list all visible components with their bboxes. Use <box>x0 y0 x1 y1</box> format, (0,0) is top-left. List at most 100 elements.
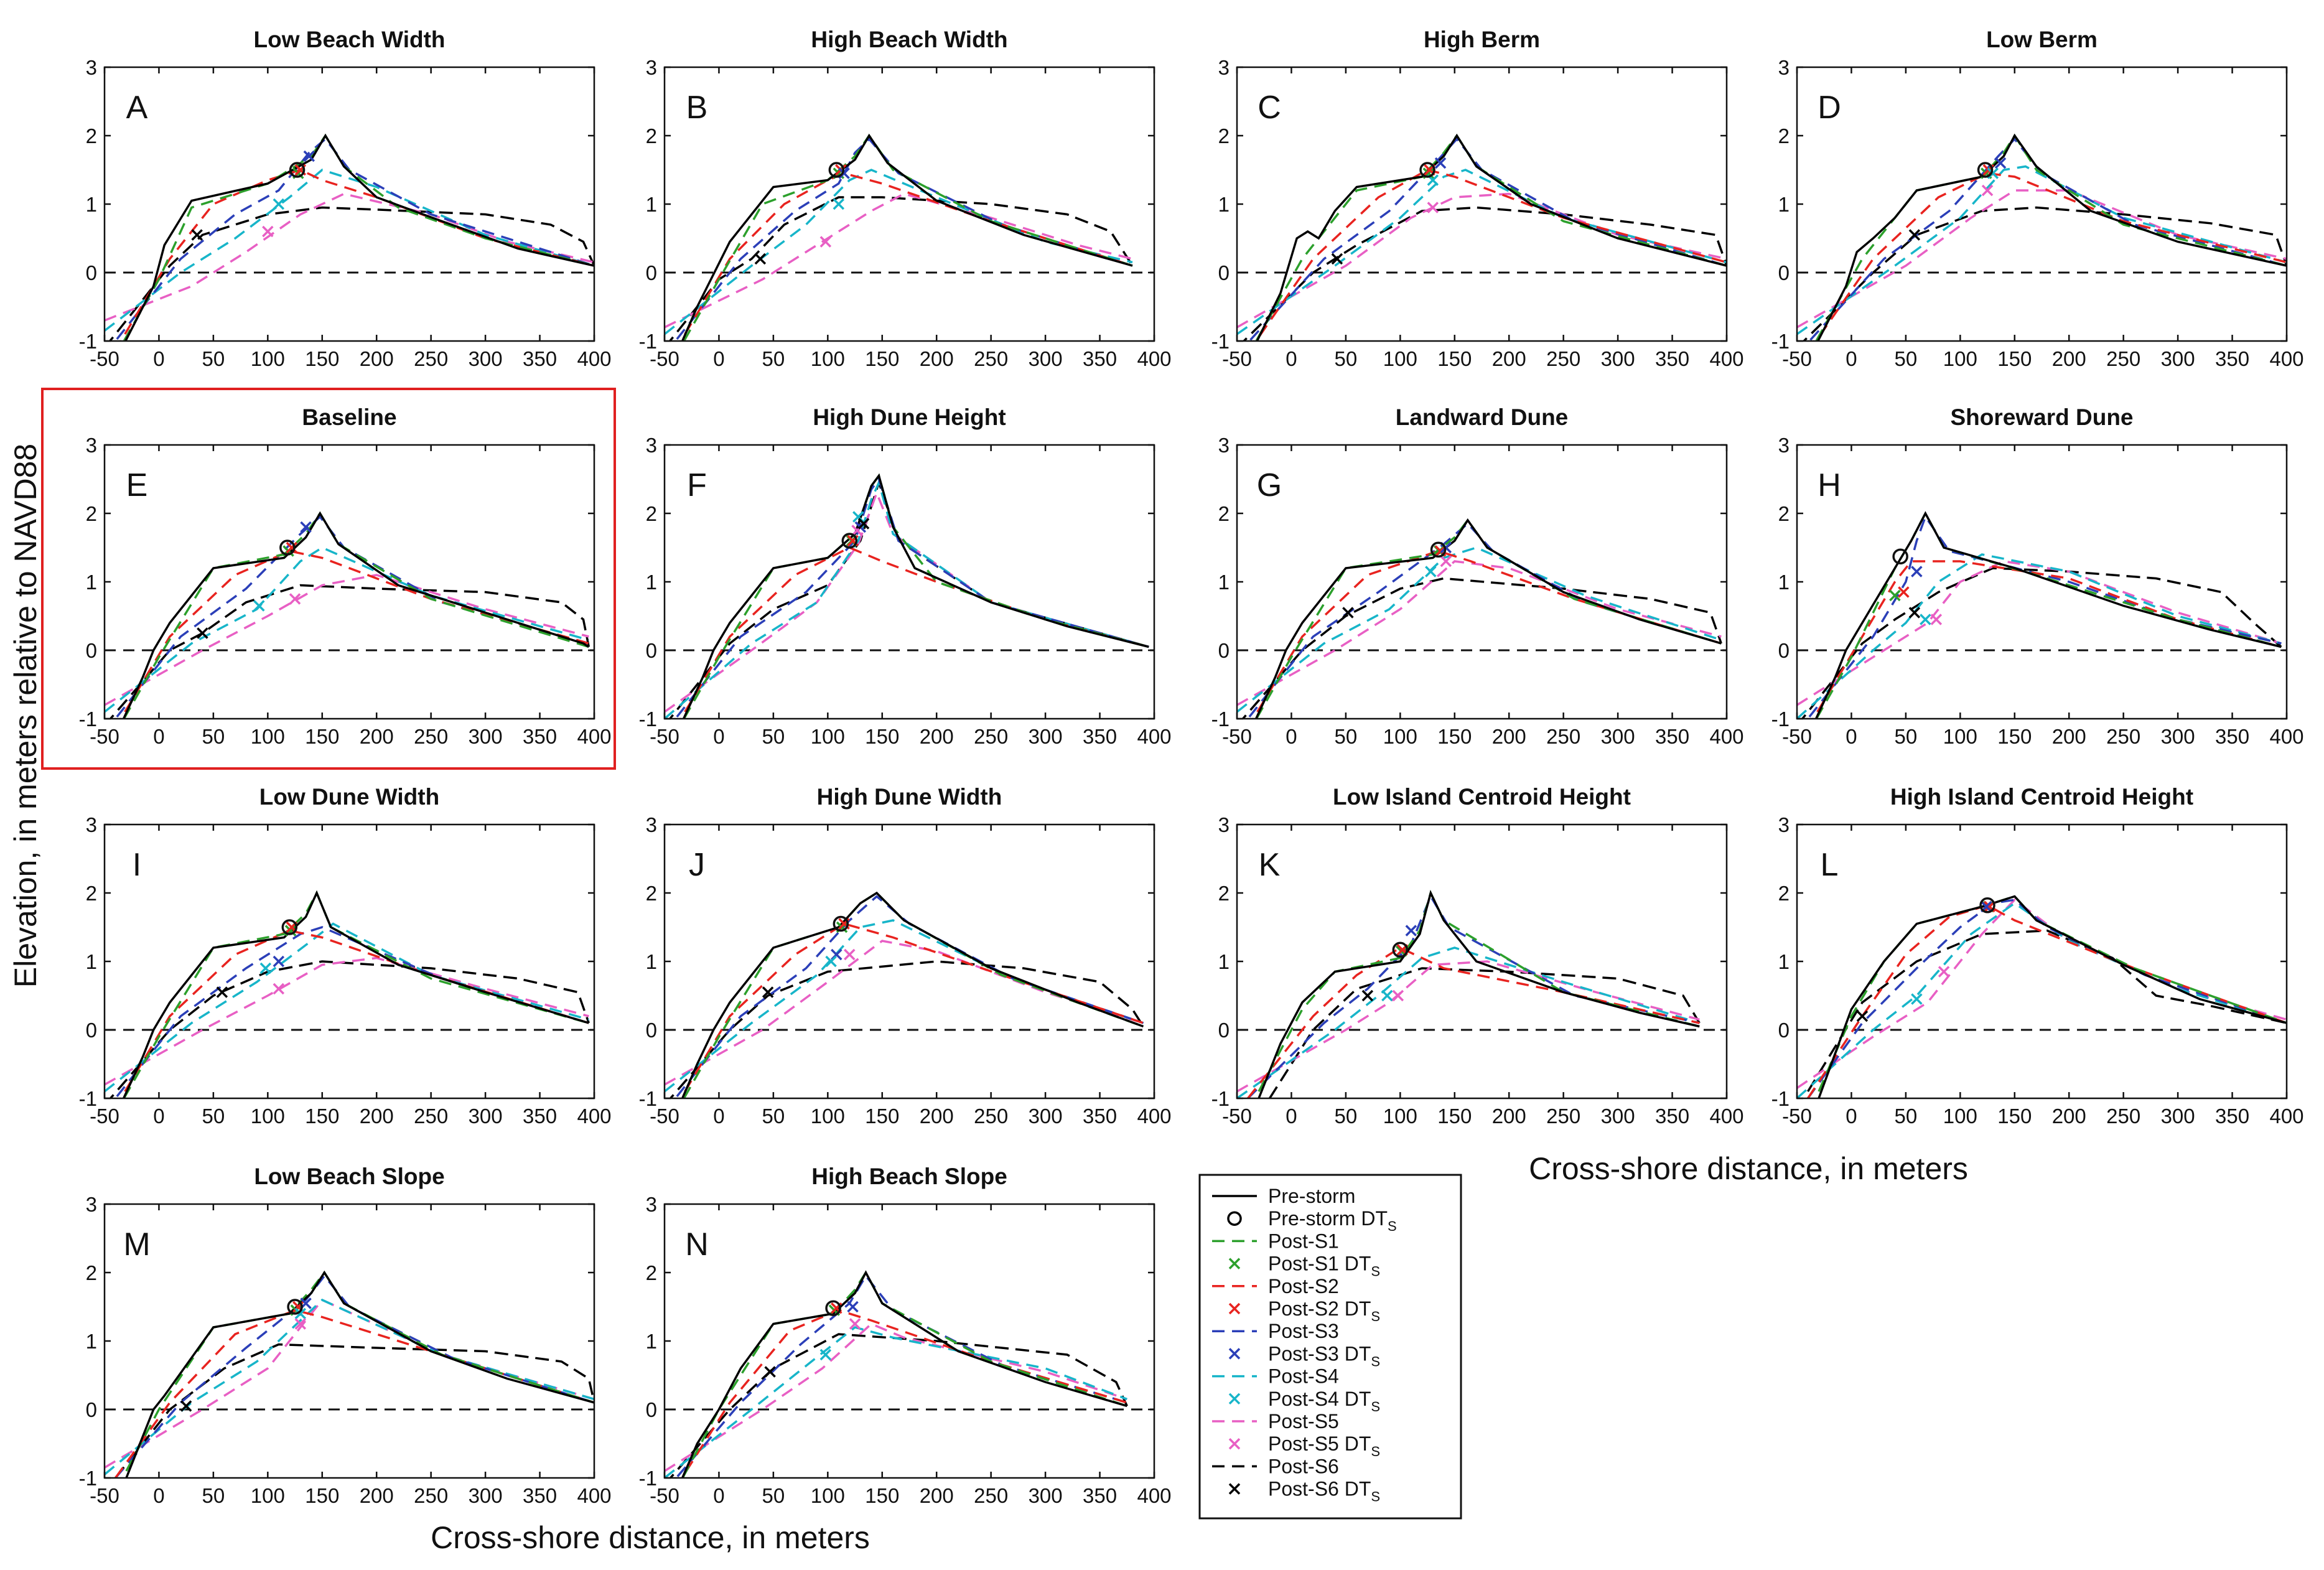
panel-n-ytick-label: 3 <box>646 1193 657 1216</box>
panel-a-series-s6 <box>108 206 594 341</box>
panel-l-xtick-label: 0 <box>1846 1105 1857 1128</box>
panel-j-series-prestorm <box>681 891 1144 1098</box>
legend-item-s3-dt: Post-S3 DTS <box>1228 1342 1380 1369</box>
panel-d-marker-s5-dt <box>1981 184 1994 197</box>
panel-k-xtick-label: 350 <box>1655 1105 1689 1128</box>
panel-g-ytick-label: -1 <box>1211 708 1230 731</box>
panel-e-marker-prestorm-dt <box>279 540 296 556</box>
panel-n-marker-prestorm-dt <box>825 1300 841 1316</box>
panel-g-series-s4 <box>1237 546 1722 713</box>
panel-d-ytick-label: 2 <box>1778 124 1790 147</box>
panel-l-series-s6 <box>1807 929 2287 1092</box>
panel-e-xtick-label: 50 <box>202 725 225 748</box>
panel-n-marker-s3-dt <box>847 1301 859 1313</box>
panel-g-ytick-label: 1 <box>1218 571 1230 594</box>
panel-m-marker-s5-dt <box>294 1318 307 1330</box>
panel-c-series-s2 <box>1254 169 1727 341</box>
panel-a-marker-s6-dt <box>191 229 203 241</box>
panel-h-marker-s3-dt <box>1911 566 1923 577</box>
panel-g-marker-prestorm-dt <box>1430 541 1447 558</box>
panel-f-xtick-label: -50 <box>650 725 679 748</box>
panel-n-xtick-label: 50 <box>762 1484 785 1507</box>
panel-a-xtick-label: 100 <box>251 347 285 370</box>
panel-f-letter: F <box>687 467 707 503</box>
panel-m-series-s4 <box>105 1298 594 1475</box>
panel-e-xtick-label: 250 <box>414 725 448 748</box>
panel-n-xtick-label: 400 <box>1137 1484 1171 1507</box>
panel-n-series-s1 <box>681 1270 1127 1478</box>
panel-l-marker-s6-dt <box>1856 1010 1869 1022</box>
panel-n-series-s6 <box>669 1333 1128 1478</box>
panel-d-xtick-label: 300 <box>2161 347 2195 370</box>
panel-h-series-s4 <box>1797 553 2282 719</box>
panel-e-marker-s4-dt <box>253 600 265 612</box>
panel-d-marker-s6-dt <box>1908 229 1921 241</box>
panel-j-letter: J <box>689 847 705 883</box>
panel-a-series-s2 <box>119 169 594 341</box>
panel-d-xtick-label: 150 <box>1997 347 2032 370</box>
panel-l-series-s5 <box>1797 898 2287 1089</box>
legend-swatch <box>1228 1258 1241 1269</box>
panel-e-ytick-label: -1 <box>79 708 97 731</box>
panel-f-series-s4 <box>665 479 1149 719</box>
panel-g-xtick-label: 400 <box>1709 725 1743 748</box>
panel-c-xtick-label: 250 <box>1546 347 1580 370</box>
panel-d-title: Low Berm <box>1986 27 2098 52</box>
panel-a-series-s4 <box>105 169 594 332</box>
panel-n-xtick-label: 300 <box>1029 1484 1063 1507</box>
panel-a-xtick-label: 0 <box>153 347 164 370</box>
panel-g: Landward Dune -50 0 50 100 150 200 250 300 350 400… <box>1211 404 1744 748</box>
panel-h-series-prestorm <box>1814 511 2282 719</box>
panel-e-series-s4 <box>105 546 589 713</box>
panel-e-title: Baseline <box>302 404 396 430</box>
panel-k-ytick-label: 0 <box>1218 1019 1230 1042</box>
legend-item-s1-dt: Post-S1 DTS <box>1228 1253 1380 1279</box>
panel-c-ytick-label: -1 <box>1211 330 1230 353</box>
y-axis-label: Elevation, in meters relative to NAVD88 <box>8 444 43 988</box>
panel-m-ytick-label: -1 <box>79 1467 97 1490</box>
panel-f-ytick-label: -1 <box>639 708 657 731</box>
panel-j-ytick-label: 3 <box>646 813 657 836</box>
panel-i-series-s6 <box>109 960 590 1098</box>
panel-j-series-s5 <box>665 940 1144 1086</box>
panel-f-xtick-label: 50 <box>762 725 785 748</box>
legend-swatch <box>1228 1437 1241 1450</box>
panel-a-letter: A <box>126 90 148 126</box>
panel-b-series-s2 <box>679 172 1133 341</box>
panel-k-xtick-label: -50 <box>1222 1105 1252 1128</box>
panel-a-xtick-label: 150 <box>305 347 339 370</box>
panel-l-series-s4 <box>1797 902 2287 1098</box>
panel-e-letter: E <box>126 467 148 503</box>
panel-n-plot-area <box>665 1270 1128 1478</box>
panel-b-series-s3 <box>674 137 1133 341</box>
panel-k-series-s2 <box>1247 946 1700 1098</box>
panel-m-title: Low Beach Slope <box>254 1164 444 1189</box>
panel-j-xtick-label: 50 <box>762 1105 785 1128</box>
panel-j-ytick-label: 1 <box>646 950 657 973</box>
panel-f-xtick-label: 250 <box>974 725 1008 748</box>
panel-f-ytick-label: 0 <box>646 639 657 662</box>
panel-i-xtick-label: 200 <box>360 1105 394 1128</box>
panel-m-series-s1 <box>125 1270 594 1472</box>
panel-l-xtick-label: -50 <box>1782 1105 1812 1128</box>
panel-m-axes-frame <box>103 1203 595 1479</box>
panel-c-marker-s6-dt <box>1331 253 1343 265</box>
panel-i-marker-s6-dt <box>216 986 228 998</box>
panel-m-series-s3 <box>114 1274 594 1478</box>
panel-e-ytick-label: 0 <box>86 639 97 662</box>
panel-i-ytick-label: 2 <box>86 882 97 905</box>
panel-b: High Beach Width -50 0 50 100 150 200 250 300 350… <box>639 27 1172 370</box>
panel-n-xtick-label: 350 <box>1083 1484 1117 1507</box>
panel-g-xtick-label: 250 <box>1546 725 1580 748</box>
legend-item-s6-dt: Post-S6 DTS <box>1228 1478 1380 1505</box>
panel-l-letter: L <box>1821 847 1839 883</box>
panel-d-marker-prestorm-dt <box>1977 162 1994 178</box>
legend-label: Post-S1 DTS <box>1268 1253 1380 1279</box>
panel-i-xtick-label: 350 <box>523 1105 557 1128</box>
panel-i-xtick-label: 250 <box>414 1105 448 1128</box>
panel-i-marker-s4-dt <box>259 962 272 974</box>
panel-c-xtick-label: 300 <box>1601 347 1635 370</box>
panel-h-letter: H <box>1818 467 1841 503</box>
legend-swatch <box>1228 1483 1241 1495</box>
